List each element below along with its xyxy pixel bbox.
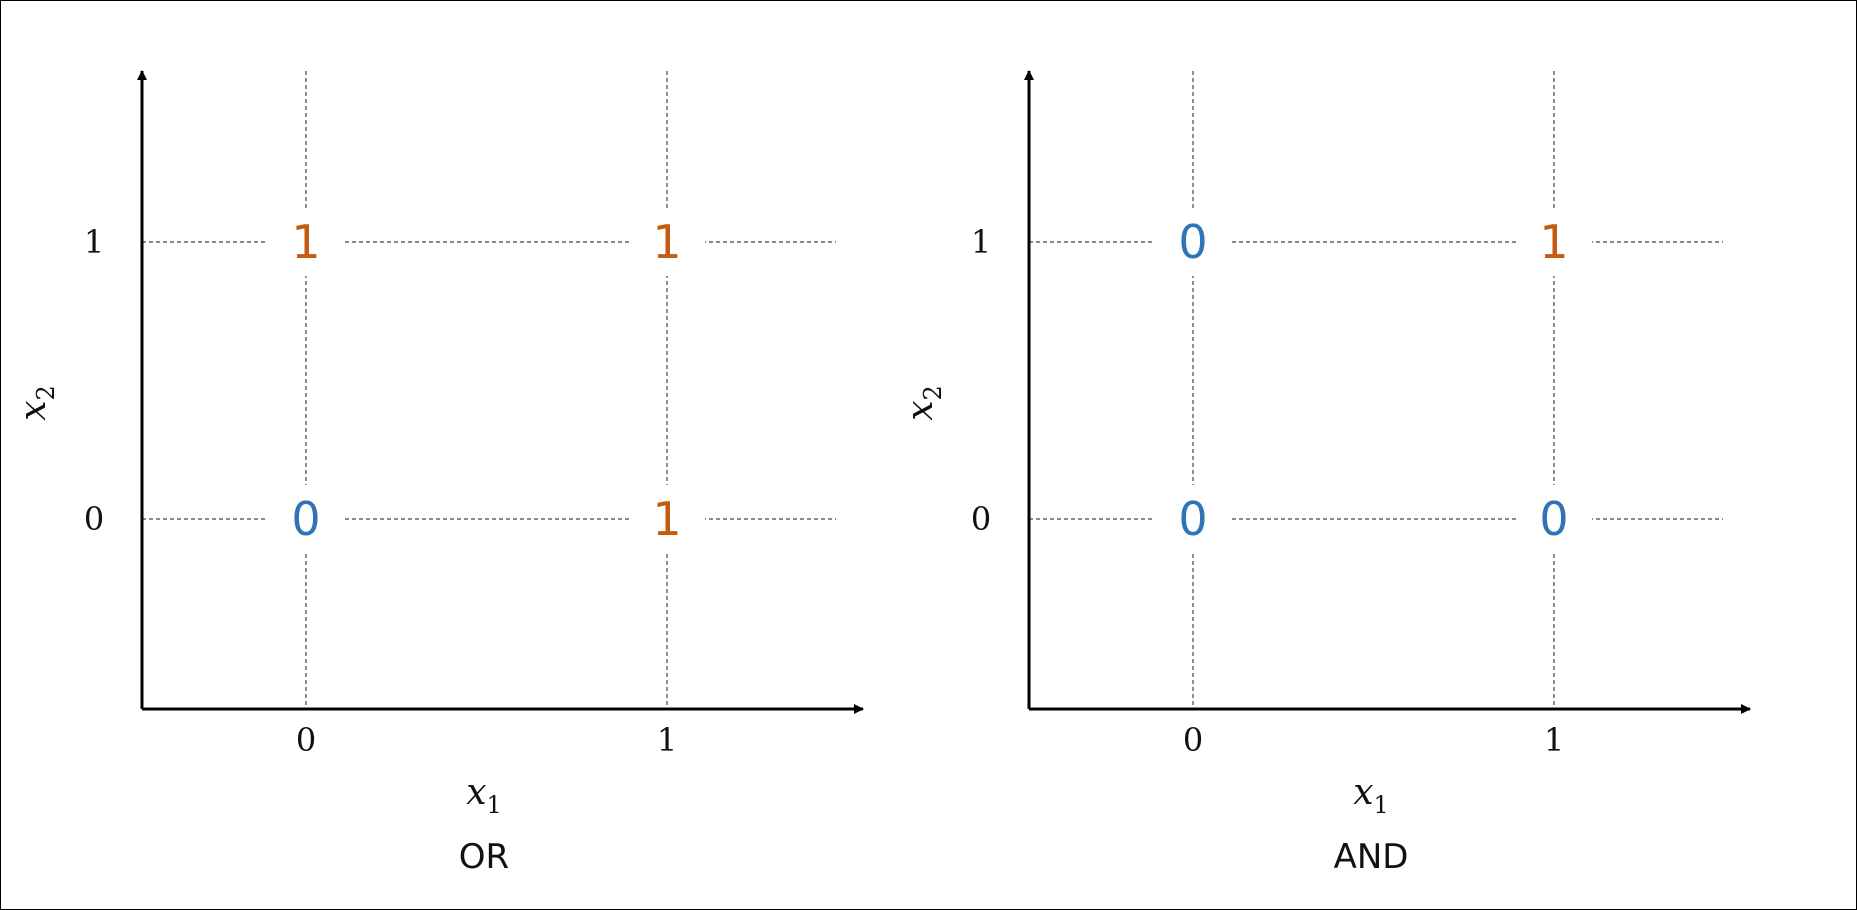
cell-background bbox=[268, 485, 344, 553]
y-axis-label: x2 bbox=[900, 385, 947, 421]
cell-background bbox=[629, 485, 705, 553]
x-tick-label: 1 bbox=[657, 721, 677, 759]
x-axis-subscript: 1 bbox=[1374, 791, 1389, 819]
cell-background bbox=[1516, 485, 1592, 553]
cell-value-x1-0-x2-1: 1 bbox=[291, 215, 320, 269]
y-axis-subscript: 2 bbox=[32, 385, 60, 400]
x-tick-label: 1 bbox=[1544, 721, 1564, 759]
y-axis-variable: x bbox=[13, 400, 54, 420]
y-tick-label: 0 bbox=[971, 500, 991, 538]
cell-value-x1-0-x2-0: 0 bbox=[1178, 492, 1207, 546]
cell-background bbox=[1155, 485, 1231, 553]
cell-background bbox=[1516, 208, 1592, 276]
y-tick-label: 0 bbox=[84, 500, 104, 538]
x-tick-label: 0 bbox=[296, 721, 316, 759]
y-tick-label: 1 bbox=[971, 223, 991, 261]
x-axis-subscript: 1 bbox=[487, 791, 502, 819]
cell-background bbox=[1155, 208, 1231, 276]
x-axis-variable: x bbox=[1353, 772, 1373, 813]
x-axis-variable: x bbox=[466, 772, 486, 813]
panel-caption: OR bbox=[459, 837, 509, 877]
cell-value-x1-0-x2-1: 0 bbox=[1178, 215, 1207, 269]
cell-background bbox=[629, 208, 705, 276]
x-axis-label: x1 bbox=[1353, 772, 1389, 819]
y-axis-variable: x bbox=[900, 400, 941, 420]
cell-value-x1-1-x2-0: 1 bbox=[652, 492, 681, 546]
cell-value-x1-1-x2-1: 1 bbox=[652, 215, 681, 269]
cell-value-x1-1-x2-1: 1 bbox=[1539, 215, 1568, 269]
x-axis-label: x1 bbox=[466, 772, 502, 819]
cell-background bbox=[268, 208, 344, 276]
x-tick-label: 0 bbox=[1183, 721, 1203, 759]
y-axis-label: x2 bbox=[13, 385, 60, 421]
y-tick-label: 1 bbox=[84, 223, 104, 261]
y-axis-subscript: 2 bbox=[919, 385, 947, 400]
panel-caption: AND bbox=[1334, 837, 1409, 877]
cell-value-x1-1-x2-0: 0 bbox=[1539, 492, 1568, 546]
cell-value-x1-0-x2-0: 0 bbox=[291, 492, 320, 546]
